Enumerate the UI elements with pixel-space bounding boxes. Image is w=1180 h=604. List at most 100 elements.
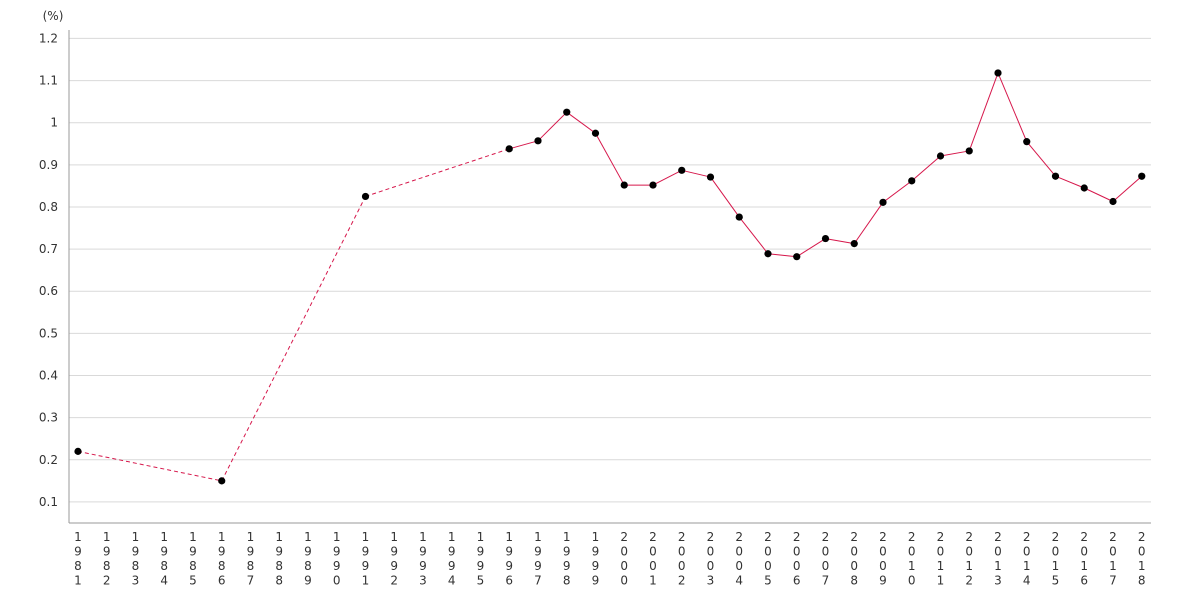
series-line-segment [595, 132, 625, 186]
data-point [965, 147, 973, 155]
data-point [936, 152, 945, 160]
data-points [74, 69, 1146, 485]
series-line-segment [853, 202, 884, 244]
data-point [879, 198, 887, 206]
series-line-segment [681, 169, 711, 178]
series-line-segment [940, 150, 970, 157]
y-tick-label: 0.1 [39, 495, 58, 509]
series-line-segment [825, 238, 855, 245]
series-line-segment [997, 72, 1028, 142]
series-line-segment [796, 238, 826, 258]
y-tick-label: 0.3 [39, 411, 58, 425]
series-line-segment [566, 111, 596, 134]
y-tick-label: 0.8 [39, 200, 58, 214]
data-point [534, 137, 542, 145]
series-line-segment [911, 155, 941, 182]
series-line-gap-segment [365, 148, 510, 197]
data-point [850, 240, 858, 248]
series-lines [77, 72, 1143, 482]
data-point [994, 69, 1002, 77]
data-point [361, 192, 370, 201]
data-point [764, 250, 772, 258]
series-line-segment [710, 176, 740, 218]
data-point [1023, 138, 1031, 146]
axes [68, 30, 1151, 524]
y-tick-label: 1.1 [39, 74, 58, 88]
data-point [620, 181, 628, 189]
series-line-segment [1055, 175, 1085, 189]
data-point [1080, 184, 1088, 192]
y-tick-label: 0.4 [39, 369, 58, 383]
y-tick-labels: 0.1 0.2 0.3 0.4 0.5 0.6 0.7 0.8 0.9 1 1.1 1.2 [39, 31, 58, 509]
series-line-segment [767, 253, 797, 258]
data-point [1109, 197, 1117, 206]
y-tick-label: 0.7 [39, 242, 58, 256]
data-point [563, 108, 571, 116]
data-point [591, 129, 600, 137]
series-line-gap-segment [77, 450, 222, 482]
y-tick-label: 0.2 [39, 453, 58, 467]
y-tick-label: 0.5 [39, 326, 58, 340]
data-point [649, 181, 657, 189]
series-line-segment [738, 216, 769, 255]
data-point [74, 447, 82, 455]
y-tick-label: 1.2 [39, 31, 58, 45]
y-tick-label: 0.6 [39, 284, 58, 298]
data-point [793, 253, 801, 261]
data-point [505, 145, 513, 153]
data-point [821, 234, 830, 243]
data-point [1138, 172, 1146, 180]
data-point [706, 173, 715, 181]
series-line-segment [882, 180, 913, 203]
series-line-segment [537, 111, 568, 142]
gridlines [69, 37, 1151, 503]
series-line-gap-segment [221, 196, 366, 482]
y-axis-unit-label: (%) [43, 9, 64, 23]
y-tick-label: 1 [50, 116, 58, 130]
x-tick-labels: 1 9 8 1 1 9 8 2 1 9 8 3 1 9 8 4 1 9 8 5 1 9 8 6 1 9 8 7 1 9 8 8 1 9 8 9 1 9 9 0… [74, 530, 1145, 588]
series-line-segment [652, 169, 682, 186]
data-point [218, 477, 226, 485]
series-line-segment [509, 140, 539, 150]
y-tick-label: 0.9 [39, 158, 58, 172]
series-line-segment [1026, 141, 1056, 177]
